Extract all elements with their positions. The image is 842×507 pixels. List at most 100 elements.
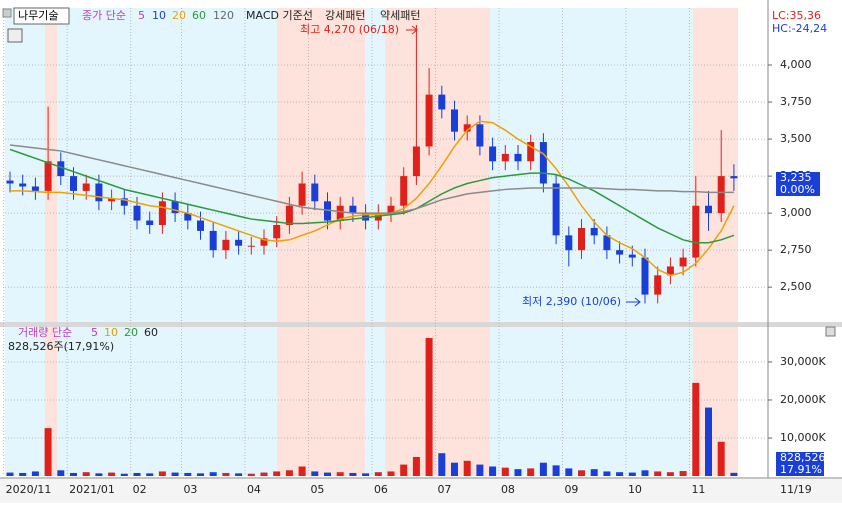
volume-bar [285, 470, 293, 476]
volume-bar [666, 472, 674, 476]
volume-bar [692, 382, 700, 476]
ma-period: 60 [192, 9, 206, 22]
bull-label: 강세패턴 [325, 9, 365, 22]
candle-body [552, 183, 560, 236]
arrow [406, 25, 418, 35]
bull-band [277, 8, 365, 476]
volume-bar [184, 472, 192, 476]
volume-period: 10 [104, 326, 118, 339]
moving-average [9, 144, 734, 214]
macd-label: MACD 기준선 [246, 9, 313, 22]
candle-body [628, 254, 636, 258]
volume-bar [374, 472, 382, 476]
candle-body [539, 142, 547, 184]
candle-body [730, 176, 738, 179]
candle-body [82, 183, 90, 191]
moving-average [10, 120, 735, 277]
candle-body [44, 161, 52, 191]
ma-period: 5 [138, 9, 145, 22]
candle-body [146, 220, 154, 225]
volume-bar [247, 473, 255, 476]
candle-body [349, 205, 357, 214]
bear-band [5, 8, 45, 476]
volume-bar [158, 471, 166, 476]
grid-button[interactable] [7, 28, 23, 43]
hc-label: HC:-24,24 [772, 22, 827, 35]
low-annotation: 최저 2,390 (10/06) [522, 295, 621, 308]
volume-info: 828,526주(17,91%) [8, 340, 114, 353]
bull-band [385, 8, 490, 476]
volume-bar [197, 473, 204, 476]
y-tick-label: 10,000K [780, 431, 826, 444]
volume-bar [146, 473, 154, 476]
volume-bar [235, 473, 243, 476]
volume-bar [717, 441, 725, 476]
x-tick-label: 07 [437, 483, 451, 496]
candle-body [565, 235, 573, 251]
candle-body [412, 146, 420, 177]
x-tick-label: 06 [374, 483, 388, 496]
y-tick-label: 2,500 [780, 280, 812, 293]
volume-bar [654, 471, 662, 476]
candle-body [285, 205, 293, 225]
volume-bar [552, 465, 560, 476]
volume-period: 20 [124, 326, 138, 339]
candle-body [514, 153, 522, 162]
candle-body [171, 201, 179, 214]
last-volume: 828,526 [780, 451, 826, 464]
ma-period: 20 [172, 9, 186, 22]
candle-body [705, 205, 712, 214]
candle-body [19, 183, 27, 187]
volume-bar [679, 471, 687, 476]
plot: 2,5002,7503,0003,2503,5003,7504,00010,00… [3, 8, 826, 496]
close-button[interactable] [825, 326, 836, 337]
y-tick-label: 3,750 [780, 95, 812, 108]
candle-body [438, 94, 446, 110]
volume-bar [565, 468, 573, 476]
volume-bar [489, 466, 497, 476]
x-tick-label: 04 [247, 483, 261, 496]
high-annotation: 최고 4,270 (06/18) [300, 23, 399, 36]
bull-band [45, 8, 57, 476]
candle-body [197, 220, 204, 231]
volume-bar [476, 464, 484, 476]
volume-bar [616, 472, 624, 476]
candle-body [158, 201, 166, 225]
bear-band [57, 8, 277, 476]
volume-bar [387, 471, 395, 476]
candle-body [425, 94, 433, 147]
panel-divider [0, 322, 842, 327]
candle-body [463, 124, 471, 132]
candle-body [501, 153, 509, 162]
volume-bar [311, 471, 319, 476]
y-tick-label: 20,000K [780, 393, 826, 406]
volume-bar [70, 472, 77, 476]
volume-bar [527, 468, 535, 476]
volume-bar [628, 472, 636, 476]
candle-body [247, 245, 255, 247]
volume-bar [298, 466, 306, 476]
x-tick-label: 2020/11 [6, 483, 52, 496]
volume-bar [82, 472, 90, 476]
candle-body [476, 124, 484, 147]
last-change: 0.00% [780, 183, 815, 196]
volume-bar [44, 428, 52, 476]
volume-bar [641, 470, 649, 476]
y-tick-label: 3,500 [780, 132, 812, 145]
candle-body [108, 198, 116, 202]
stock-box[interactable] [13, 7, 70, 25]
volume-period: 5 [91, 326, 98, 339]
candle-body [692, 205, 700, 258]
candle-body [184, 213, 192, 221]
volume-box [776, 452, 824, 476]
volume-bar [400, 464, 408, 476]
volume-bar [273, 471, 281, 476]
volume-bar [362, 473, 370, 476]
candle-body [527, 142, 535, 162]
candle-body [717, 176, 725, 214]
x-tick-label: 05 [310, 483, 324, 496]
candle-body [311, 183, 319, 202]
volume-bar [6, 472, 14, 476]
volume-bar [324, 472, 331, 476]
